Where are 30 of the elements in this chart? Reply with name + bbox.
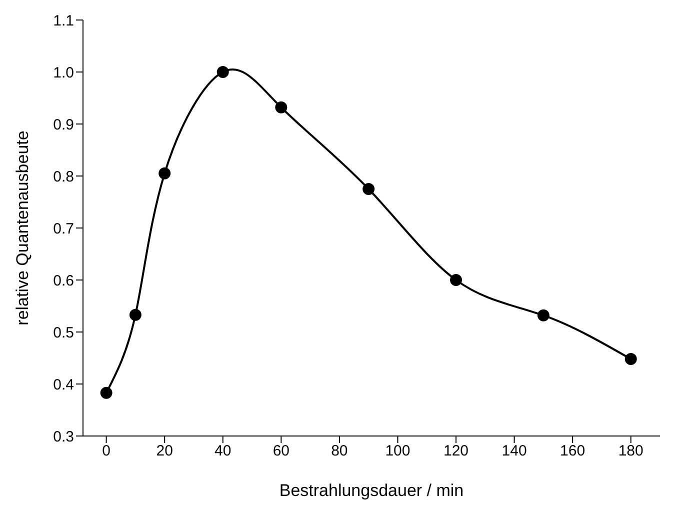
point xyxy=(362,183,375,195)
x-tick-label: 20 xyxy=(156,442,173,460)
x-axis-title: Bestrahlungsdauer / min xyxy=(279,481,464,500)
y-tick-label: 1.0 xyxy=(53,64,74,82)
x-tick-label: 120 xyxy=(443,442,469,460)
y-tick-label: 0.4 xyxy=(53,376,74,394)
x-tick-label: 160 xyxy=(560,442,586,460)
point xyxy=(450,274,462,286)
y-tick-label: 0.6 xyxy=(53,272,74,290)
point xyxy=(158,167,171,180)
point xyxy=(129,308,142,321)
x-tick-label: 0 xyxy=(102,442,110,460)
x-tick-label: 180 xyxy=(618,442,644,460)
y-axis-title: relative Quantenausbeute xyxy=(13,130,32,326)
y-tick-label: 0.9 xyxy=(53,116,74,134)
x-tick-label: 140 xyxy=(502,442,527,460)
x-tick-label: 60 xyxy=(272,442,290,460)
y-tick-label: 0.7 xyxy=(53,220,74,238)
point xyxy=(100,386,112,399)
x-tick-label: 100 xyxy=(385,442,410,460)
x-tick-label: 80 xyxy=(331,442,348,460)
point xyxy=(275,101,288,114)
y-tick-label: 0.5 xyxy=(53,324,74,342)
point xyxy=(537,309,550,322)
point xyxy=(216,66,229,78)
x-tick-label: 40 xyxy=(214,442,232,460)
y-tick-label: 1.1 xyxy=(53,12,74,30)
point xyxy=(624,353,637,366)
y-tick-label: 0.3 xyxy=(53,428,74,446)
y-tick-label: 0.8 xyxy=(53,168,74,186)
